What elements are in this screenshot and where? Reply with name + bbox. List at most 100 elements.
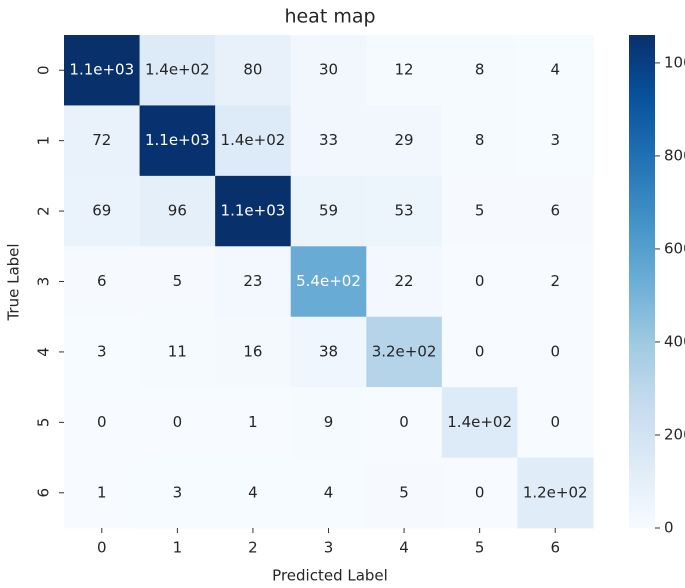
cell-label: 5: [475, 202, 485, 220]
cell-label: 72: [92, 131, 111, 149]
heat-cell: [441, 316, 518, 388]
heat-cell: [64, 316, 141, 388]
cell-label: 22: [395, 272, 414, 290]
heat-cell: [290, 316, 367, 388]
heat-cell: [517, 35, 594, 106]
heat-cell: [139, 316, 216, 388]
cell-label: 0: [97, 413, 107, 431]
heat-cell: [64, 105, 141, 177]
x-tick-label: 0: [97, 539, 107, 557]
y-tick-label: 0: [35, 65, 53, 75]
heat-cell: [441, 387, 518, 459]
heat-cell: [441, 175, 518, 247]
heat-cell: [441, 246, 518, 318]
cell-label: 1.1e+03: [145, 131, 210, 149]
cell-label: 5: [173, 272, 183, 290]
heat-cell: [441, 457, 518, 529]
cell-label: 33: [319, 131, 338, 149]
cell-label: 8: [475, 131, 485, 149]
cell-label: 30: [319, 61, 338, 79]
heat-cell: [215, 105, 292, 177]
heat-cell: [215, 35, 292, 106]
cell-label: 1.1e+03: [69, 61, 134, 79]
heat-cell: [139, 387, 216, 459]
x-tick-label: 4: [399, 539, 409, 557]
colorbar-tick-label: 600: [664, 239, 685, 257]
heat-cell: [366, 175, 443, 247]
heat-cell: [64, 35, 141, 106]
y-tick-label: 4: [35, 347, 53, 357]
heat-cell: [139, 105, 216, 177]
heat-cell: [64, 387, 141, 459]
heat-cell: [366, 457, 443, 529]
cell-label: 0: [475, 483, 485, 501]
y-tick-label: 5: [35, 418, 53, 428]
cell-label: 59: [319, 202, 338, 220]
cell-label: 1.2e+02: [523, 483, 588, 501]
cell-label: 0: [475, 342, 485, 360]
heat-cell: [139, 246, 216, 318]
cell-label: 1.4e+02: [221, 131, 286, 149]
cell-label: 4: [248, 483, 258, 501]
heat-cell: [290, 175, 367, 247]
heat-cell: [517, 246, 594, 318]
x-tick-label: 3: [324, 539, 334, 557]
y-tick-label: 6: [35, 488, 53, 498]
cell-label: 3: [173, 483, 183, 501]
heat-cell: [366, 387, 443, 459]
heat-cell: [290, 457, 367, 529]
cell-label: 0: [550, 342, 560, 360]
cell-label: 23: [243, 272, 262, 290]
y-axis-label: True Label: [5, 243, 23, 321]
cell-label: 4: [324, 483, 334, 501]
x-tick-label: 5: [475, 539, 485, 557]
y-tick-label: 1: [35, 136, 53, 146]
cell-label: 53: [395, 202, 414, 220]
cell-label: 5.4e+02: [296, 272, 361, 290]
cell-label: 0: [173, 413, 183, 431]
colorbar-tick-label: 800: [664, 146, 685, 164]
cell-label: 1: [248, 413, 258, 431]
heat-cell: [517, 316, 594, 388]
cell-label: 0: [475, 272, 485, 290]
cell-label: 6: [550, 202, 560, 220]
heat-cell: [64, 457, 141, 529]
colorbar-tick-label: 200: [664, 425, 685, 443]
cell-label: 1.1e+03: [221, 202, 286, 220]
heat-cell: [290, 246, 367, 318]
heat-cell: [290, 387, 367, 459]
colorbar-tick-label: 0: [664, 519, 674, 537]
heat-cell: [517, 387, 594, 459]
x-tick-label: 2: [248, 539, 258, 557]
heat-cell: [290, 35, 367, 106]
cell-label: 1.4e+02: [145, 61, 210, 79]
chart-title: heat map: [284, 6, 375, 28]
heat-cell: [215, 175, 292, 247]
cell-label: 96: [168, 202, 187, 220]
heat-cell: [517, 175, 594, 247]
colorbar-tick-label: 400: [664, 332, 685, 350]
x-tick-label: 6: [550, 539, 560, 557]
x-axis-label: Predicted Label: [272, 567, 388, 585]
heat-cell: [215, 387, 292, 459]
cell-label: 0: [550, 413, 560, 431]
heat-cell: [139, 175, 216, 247]
heat-cell: [139, 457, 216, 529]
colorbar: [629, 35, 655, 528]
cell-label: 38: [319, 342, 338, 360]
heat-cell: [64, 175, 141, 247]
cell-label: 5: [399, 483, 409, 501]
heat-cell: [290, 105, 367, 177]
heat-cell: [366, 35, 443, 106]
heat-cell: [441, 35, 518, 106]
heat-cell: [441, 105, 518, 177]
heat-cell: [215, 457, 292, 529]
cell-label: 12: [395, 61, 414, 79]
heat-cell: [215, 316, 292, 388]
colorbar-tick-label: 1000: [664, 53, 685, 71]
heat-cell: [215, 246, 292, 318]
cell-label: 8: [475, 61, 485, 79]
cell-label: 3.2e+02: [372, 342, 437, 360]
cell-label: 9: [324, 413, 334, 431]
cell-label: 2: [550, 272, 560, 290]
